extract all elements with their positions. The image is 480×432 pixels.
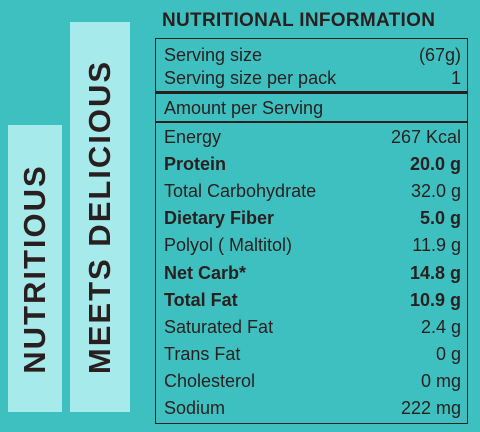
row-label: Serving size per pack <box>164 68 337 88</box>
table-row: Dietary Fiber 5.0 g <box>164 206 461 230</box>
row-value: 2.4 g <box>420 316 461 337</box>
table-row: Net Carb* 14.8 g <box>164 261 461 285</box>
row-label: Dietary Fiber <box>164 208 275 229</box>
table-row: Energy 267 Kcal <box>164 125 461 149</box>
row-label: Net Carb* <box>164 262 247 283</box>
row-label: Serving size <box>164 45 263 65</box>
row-label: Energy <box>164 127 222 147</box>
row-value: 10.9 g <box>409 289 461 310</box>
row-value: 1 <box>450 68 461 88</box>
row-value: (67g) <box>418 45 461 65</box>
row-value: 0 g <box>435 343 461 364</box>
table-row: Serving size (67g) <box>164 43 461 67</box>
divider <box>156 91 467 94</box>
table-row: Polyol ( Maltitol) 11.9 g <box>164 233 461 257</box>
amount-header: Amount per Serving <box>164 96 461 120</box>
row-label: Trans Fat <box>164 343 241 364</box>
nutrition-table: Amount per Serving Serving size (67g) Serv… <box>155 38 468 424</box>
panel-title: NUTRITIONAL INFORMATION <box>162 10 436 31</box>
left-strip: NUTRITIOUS <box>8 125 62 412</box>
row-value: 222 mg <box>400 398 461 418</box>
table-row: Serving size per pack 1 <box>164 66 461 90</box>
right-strip: MEETS DELICIOUS <box>70 22 130 412</box>
table-row: Trans Fat 0 g <box>164 342 461 366</box>
row-label: Total Carbohydrate <box>164 181 317 202</box>
row-value: 267 Kcal <box>390 127 461 147</box>
table-row: Protein 20.0 g <box>164 152 461 176</box>
side-label: MEETS DELICIOUS <box>82 59 117 375</box>
row-label: Total Fat <box>164 289 238 310</box>
row-value: 5.0 g <box>419 208 461 229</box>
row-label: Saturated Fat <box>164 316 274 337</box>
row-value: 0 mg <box>420 370 461 391</box>
table-row: Sodium 222 mg <box>164 396 461 420</box>
row-label: Sodium <box>164 398 226 418</box>
table-row: Total Fat 10.9 g <box>164 288 461 312</box>
row-value: 20.0 g <box>409 154 461 175</box>
row-label: Protein <box>164 154 227 175</box>
table-row: Total Carbohydrate 32.0 g <box>164 179 461 203</box>
table-row: Cholesterol 0 mg <box>164 369 461 393</box>
row-value: 14.8 g <box>409 262 461 283</box>
side-label: NUTRITIOUS <box>17 163 52 374</box>
row-label: Cholesterol <box>164 370 256 391</box>
header-text: Amount per Serving <box>164 98 324 118</box>
table-row: Saturated Fat 2.4 g <box>164 315 461 339</box>
row-value: 32.0 g <box>410 181 461 202</box>
divider <box>156 121 467 123</box>
row-value: 11.9 g <box>412 235 461 256</box>
row-label: Polyol ( Maltitol) <box>164 235 293 256</box>
